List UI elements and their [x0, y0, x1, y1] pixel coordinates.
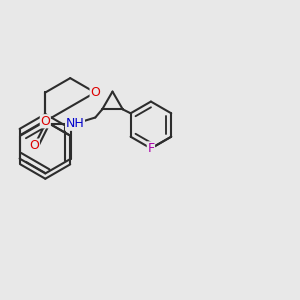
- Text: O: O: [29, 139, 39, 152]
- Text: F: F: [147, 142, 155, 155]
- Text: NH: NH: [66, 117, 84, 130]
- Text: O: O: [90, 86, 100, 99]
- Text: O: O: [40, 115, 50, 128]
